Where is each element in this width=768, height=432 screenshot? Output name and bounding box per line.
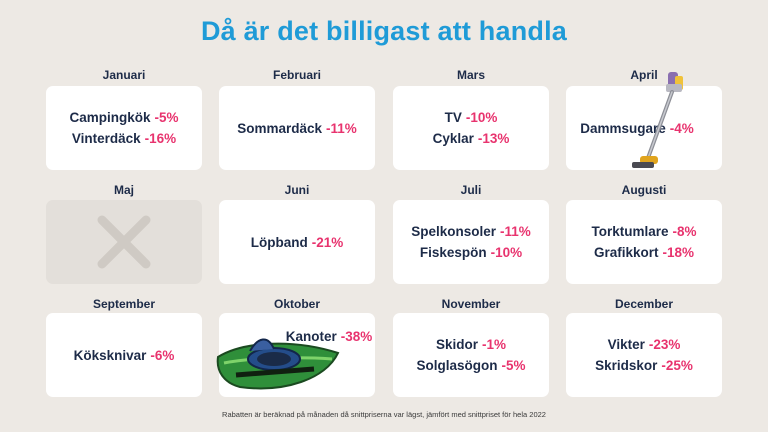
card-september: Köksknivar -6%: [46, 313, 202, 397]
month-label-oktober: Oktober: [273, 297, 320, 311]
list-item: Solglasögon -5%: [416, 358, 526, 373]
list-item: Grafikkort -18%: [593, 245, 695, 260]
list-item: Löpband -21%: [250, 234, 344, 250]
card-mars: TV -10% Cyklar -13%: [393, 86, 549, 170]
month-label-december: December: [614, 297, 674, 311]
month-label-februari: Februari: [272, 68, 321, 82]
month-label-maj: Maj: [113, 183, 134, 197]
list-item: Sommardäck -11%: [237, 120, 357, 136]
list-item: Cyklar -13%: [432, 131, 510, 146]
vacuum-cleaner-image: [632, 72, 683, 168]
card-februari: Sommardäck -11%: [219, 86, 375, 170]
month-label-april: April: [630, 68, 658, 82]
list-item: Dammsugare -4%: [580, 120, 694, 136]
footnote: Rabatten är beräknad på månaden då snitt…: [222, 410, 546, 419]
month-label-augusti: Augusti: [621, 183, 667, 197]
page-title: Då är det billigast att handla: [200, 16, 568, 46]
month-label-mars: Mars: [456, 68, 485, 82]
list-item: Vikter -23%: [607, 337, 681, 352]
list-item: Kanoter -38%: [285, 329, 373, 344]
month-label-november: November: [441, 297, 501, 311]
card-juli: Spelkonsoler -11% Fiskespön -10%: [393, 200, 549, 284]
list-item: Campingkök -5%: [69, 110, 179, 125]
x-mark-icon: [97, 215, 151, 269]
list-item: Spelkonsoler -11%: [411, 224, 531, 239]
list-item: Torktumlare -8%: [591, 224, 697, 239]
card-augusti: Torktumlare -8% Grafikkort -18%: [566, 200, 722, 284]
card-januari: Campingkök -5% Vinterdäck -16%: [46, 86, 202, 170]
card-april: Dammsugare -4%: [566, 86, 722, 170]
list-item: Fiskespön -10%: [419, 245, 523, 260]
month-label-juli: Juli: [460, 183, 482, 197]
month-label-juni: Juni: [284, 183, 310, 197]
list-item: Köksknivar -6%: [73, 347, 175, 363]
kayak-image: [216, 338, 340, 390]
card-november: Skidor -1% Solglasögon -5%: [393, 313, 549, 397]
list-item: Vinterdäck -16%: [71, 131, 177, 146]
card-maj: [46, 200, 202, 284]
list-item: Skridskor -25%: [595, 358, 693, 373]
month-label-september: September: [92, 297, 156, 311]
card-juni: Löpband -21%: [219, 200, 375, 284]
month-label-januari: Januari: [102, 68, 146, 82]
list-item: TV -10%: [444, 110, 498, 125]
list-item: Skidor -1%: [435, 337, 507, 352]
card-december: Vikter -23% Skridskor -25%: [566, 313, 722, 397]
